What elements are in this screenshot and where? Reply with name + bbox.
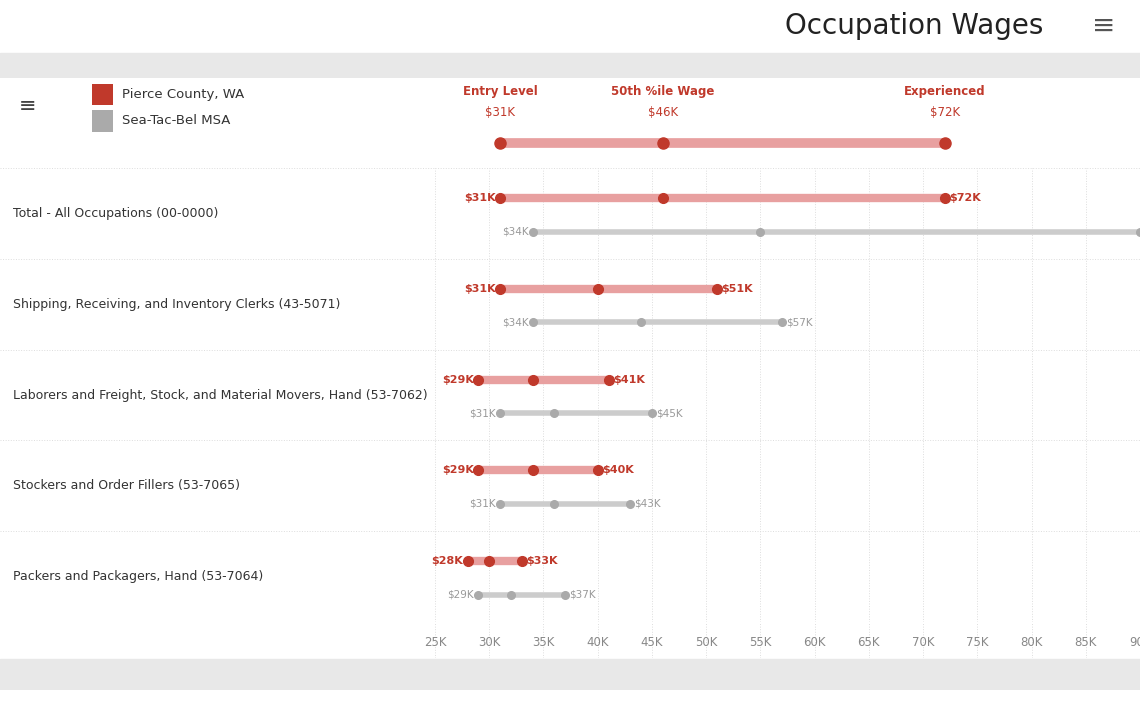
Text: $31K: $31K bbox=[470, 499, 496, 509]
Text: Packers and Packagers, Hand (53-7064): Packers and Packagers, Hand (53-7064) bbox=[13, 570, 263, 583]
Text: $34K: $34K bbox=[502, 318, 528, 328]
Text: $51K: $51K bbox=[722, 283, 752, 294]
Text: $34K: $34K bbox=[502, 226, 528, 236]
Text: 75K: 75K bbox=[966, 637, 988, 650]
Text: Experienced: Experienced bbox=[904, 85, 986, 98]
Text: $41K: $41K bbox=[613, 375, 645, 384]
Text: ≡: ≡ bbox=[1092, 12, 1115, 40]
Text: $29K: $29K bbox=[442, 375, 474, 384]
Text: 90K: 90K bbox=[1129, 637, 1140, 650]
Bar bbox=[92, 110, 113, 131]
Text: 85K: 85K bbox=[1075, 637, 1097, 650]
Text: 40K: 40K bbox=[586, 637, 609, 650]
Text: 35K: 35K bbox=[532, 637, 555, 650]
Text: $31K: $31K bbox=[470, 408, 496, 418]
Text: 65K: 65K bbox=[857, 637, 880, 650]
Text: 70K: 70K bbox=[912, 637, 935, 650]
Text: $40K: $40K bbox=[602, 465, 634, 476]
Text: $43K: $43K bbox=[635, 499, 661, 509]
Text: $45K: $45K bbox=[657, 408, 683, 418]
Text: $57K: $57K bbox=[787, 318, 813, 328]
Text: ≡: ≡ bbox=[18, 96, 36, 115]
Text: Occupation Wages: Occupation Wages bbox=[784, 12, 1043, 40]
Text: 45K: 45K bbox=[641, 637, 663, 650]
Text: 80K: 80K bbox=[1020, 637, 1043, 650]
Text: $31K: $31K bbox=[464, 283, 496, 294]
Text: Total - All Occupations (00-0000): Total - All Occupations (00-0000) bbox=[13, 207, 219, 220]
Text: $72K: $72K bbox=[950, 193, 980, 203]
Text: $31K: $31K bbox=[486, 107, 515, 119]
Text: $31K: $31K bbox=[464, 193, 496, 203]
Text: 60K: 60K bbox=[804, 637, 825, 650]
Text: $72K: $72K bbox=[930, 107, 960, 119]
Text: $29K: $29K bbox=[442, 465, 474, 476]
Text: 50K: 50K bbox=[695, 637, 717, 650]
Text: $29K: $29K bbox=[447, 589, 474, 600]
Bar bbox=[92, 84, 113, 105]
Text: Sea-Tac-Bel MSA: Sea-Tac-Bel MSA bbox=[122, 115, 230, 128]
Text: 25K: 25K bbox=[424, 637, 446, 650]
Text: $37K: $37K bbox=[570, 589, 596, 600]
Text: Pierce County, WA: Pierce County, WA bbox=[122, 88, 244, 101]
Text: Entry Level: Entry Level bbox=[463, 85, 537, 98]
Text: $33K: $33K bbox=[526, 556, 557, 566]
Text: $46K: $46K bbox=[648, 107, 678, 119]
Text: 50th %ile Wage: 50th %ile Wage bbox=[611, 85, 715, 98]
Text: 30K: 30K bbox=[478, 637, 500, 650]
Text: $28K: $28K bbox=[431, 556, 463, 566]
Text: Stockers and Order Fillers (53-7065): Stockers and Order Fillers (53-7065) bbox=[13, 479, 241, 492]
Text: Shipping, Receiving, and Inventory Clerks (43-5071): Shipping, Receiving, and Inventory Clerk… bbox=[13, 298, 341, 311]
Text: Laborers and Freight, Stock, and Material Movers, Hand (53-7062): Laborers and Freight, Stock, and Materia… bbox=[13, 389, 428, 402]
Text: 55K: 55K bbox=[749, 637, 772, 650]
